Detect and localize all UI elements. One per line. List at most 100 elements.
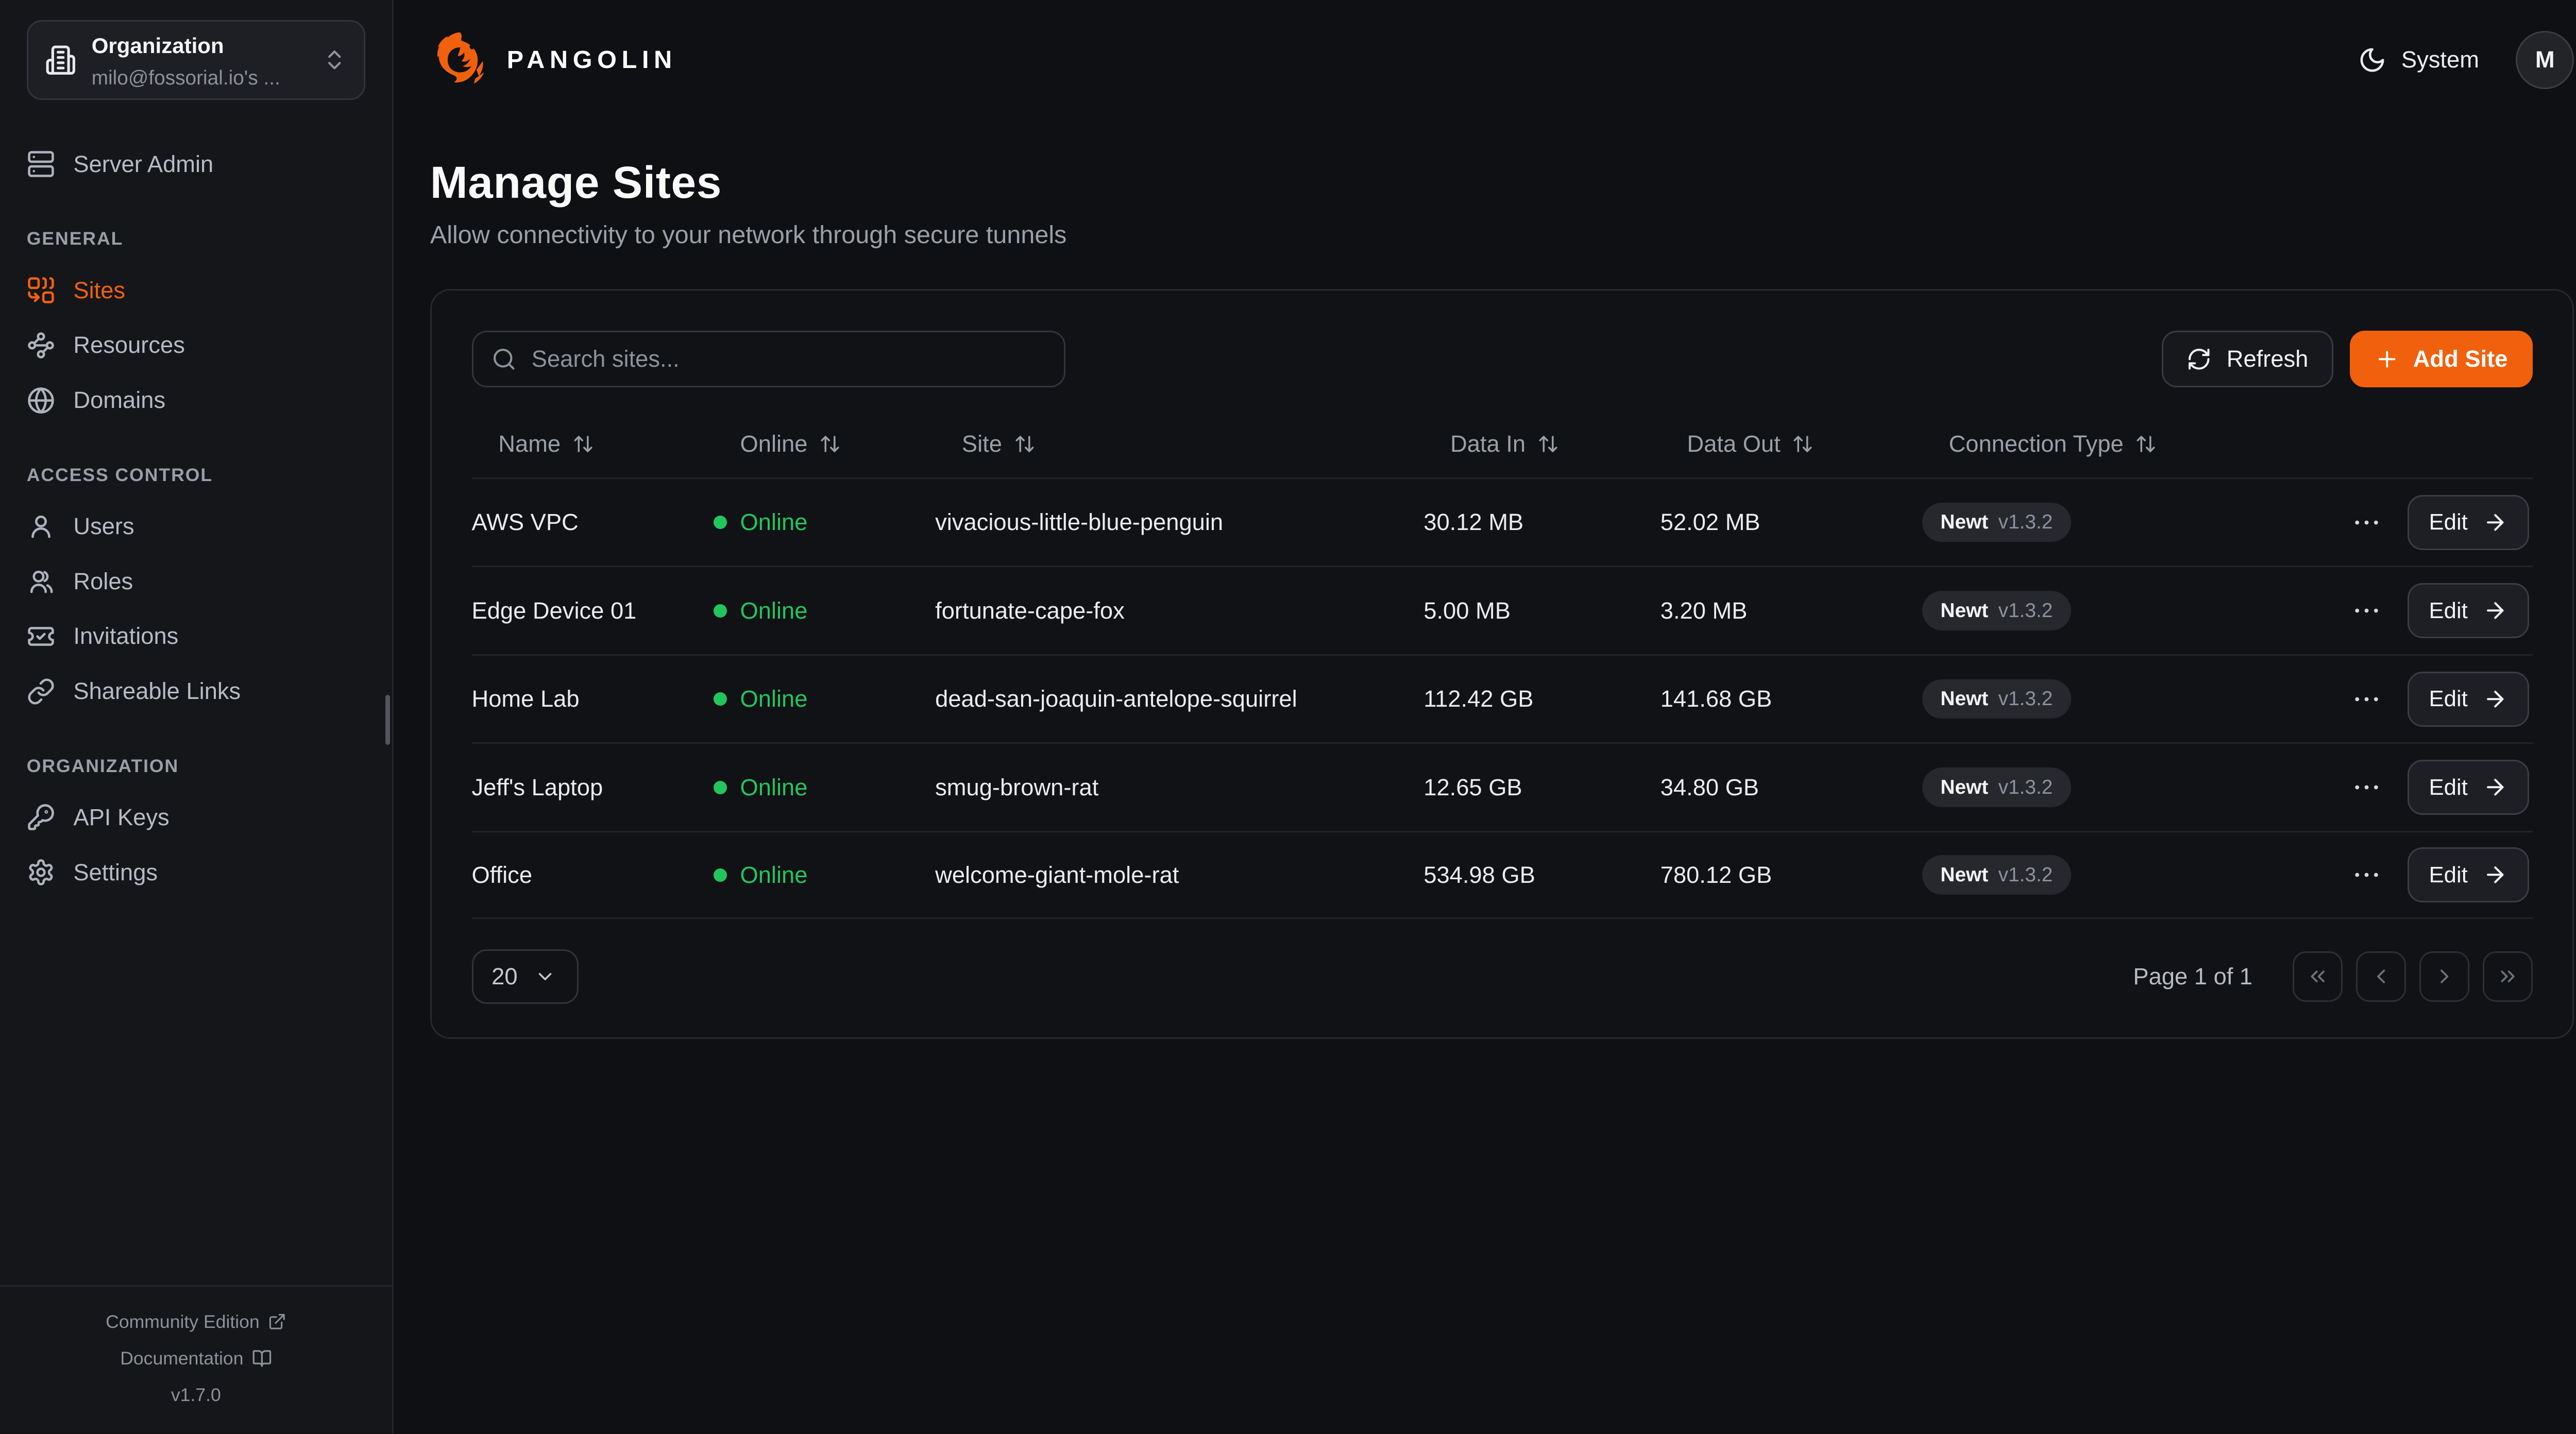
theme-toggle[interactable]: System (2358, 46, 2479, 74)
row-menu-button[interactable] (2349, 770, 2384, 805)
edit-label: Edit (2429, 862, 2468, 887)
data-out-cell: 141.68 GB (1660, 686, 1772, 712)
first-page-button[interactable] (2292, 951, 2343, 1002)
connection-type-version: v1.3.2 (1998, 599, 2053, 622)
sidebar-item-server-admin[interactable]: Server Admin (27, 136, 365, 192)
site-name-cell: Jeff's Laptop (471, 774, 603, 800)
sidebar-item-resources[interactable]: Resources (27, 318, 365, 373)
arrow-right-icon (2483, 775, 2508, 800)
connection-type-badge: Newt v1.3.2 (1922, 767, 2071, 807)
sort-icon (1792, 433, 1814, 455)
sidebar-item-label: API Keys (73, 804, 170, 830)
sidebar-item-shareable-links[interactable]: Shareable Links (27, 664, 365, 719)
link-icon (27, 677, 55, 706)
sidebar-item-api-keys[interactable]: API Keys (27, 790, 365, 845)
page-head: Manage Sites Allow connectivity to your … (430, 157, 2574, 249)
next-page-button[interactable] (2419, 951, 2469, 1002)
theme-label: System (2401, 46, 2479, 73)
column-header-online[interactable]: Online (714, 431, 935, 457)
column-header-data-in[interactable]: Data In (1423, 431, 1660, 457)
site-slug-cell: smug-brown-rat (935, 774, 1099, 800)
pager-right: Page 1 of 1 (2133, 951, 2533, 1002)
sidebar-item-roles[interactable]: Roles (27, 554, 365, 609)
sidebar-item-settings[interactable]: Settings (27, 845, 365, 900)
search-input[interactable] (531, 346, 1045, 373)
community-edition-link[interactable]: Community Edition (13, 1304, 379, 1340)
column-header-data-out[interactable]: Data Out (1660, 431, 1922, 457)
table-row: Edge Device 01 Online fortunate-cape-fox… (471, 566, 2533, 654)
plus-icon (2375, 347, 2400, 372)
site-slug-cell: vivacious-little-blue-penguin (935, 509, 1224, 536)
site-slug-cell: welcome-giant-mole-rat (935, 861, 1179, 888)
avatar[interactable]: M (2516, 30, 2574, 90)
site-status-cell: Online (713, 862, 935, 889)
toolbar-actions: Refresh Add Site (2161, 331, 2533, 388)
last-page-button[interactable] (2482, 951, 2533, 1002)
building-icon (45, 44, 76, 76)
page-size-select[interactable]: 20 (471, 949, 579, 1004)
org-label: Organization (91, 33, 224, 58)
sidebar-item-label: Users (73, 513, 134, 539)
card-toolbar: Refresh Add Site (471, 331, 2533, 388)
site-name-cell: AWS VPC (471, 509, 579, 536)
row-menu-button[interactable] (2349, 505, 2384, 540)
connection-type-version: v1.3.2 (1998, 863, 2053, 886)
sidebar-item-label: Roles (73, 568, 133, 594)
connection-type-name: Newt (1940, 776, 1989, 798)
sidebar-item-label: Settings (73, 859, 158, 885)
user-icon (27, 512, 55, 540)
combine-icon (27, 276, 55, 304)
online-dot-icon (713, 516, 727, 530)
sidebar-item-domains[interactable]: Domains (27, 373, 365, 428)
connection-type-badge: Newt v1.3.2 (1922, 679, 2071, 719)
page-title: Manage Sites (430, 157, 722, 208)
sort-icon (819, 433, 841, 455)
site-name-cell: Edge Device 01 (471, 597, 637, 624)
data-in-cell: 534.98 GB (1423, 861, 1535, 888)
chevron-down-icon (534, 966, 556, 987)
edit-button[interactable]: Edit (2407, 671, 2530, 727)
data-in-cell: 30.12 MB (1423, 509, 1524, 536)
main-content: PANGOLIN System M Manage Sites Allow con… (394, 0, 2576, 1433)
sidebar-item-invitations[interactable]: Invitations (27, 609, 365, 664)
sidebar-item-label: Sites (73, 277, 126, 303)
arrow-right-icon (2483, 862, 2508, 887)
sidebar-scrollbar-thumb[interactable] (385, 695, 391, 745)
edit-button[interactable]: Edit (2407, 760, 2530, 815)
sidebar-item-users[interactable]: Users (27, 499, 365, 554)
column-header-connection-type[interactable]: Connection Type (1922, 431, 2342, 457)
pager-buttons (2292, 951, 2533, 1002)
connection-type-name: Newt (1940, 511, 1989, 534)
search-box[interactable] (471, 331, 1065, 388)
chevrons-up-down-icon (322, 47, 347, 73)
connection-type-cell: Newt v1.3.2 (1922, 767, 2342, 807)
refresh-button[interactable]: Refresh (2161, 331, 2333, 388)
edit-button[interactable]: Edit (2407, 494, 2530, 550)
ellipsis-icon (2352, 685, 2381, 713)
edit-button[interactable]: Edit (2407, 583, 2530, 639)
add-site-button[interactable]: Add Site (2350, 331, 2533, 388)
prev-page-button[interactable] (2355, 951, 2406, 1002)
edit-label: Edit (2429, 686, 2468, 712)
connection-type-name: Newt (1940, 599, 1989, 622)
connection-type-cell: Newt v1.3.2 (1922, 502, 2342, 542)
online-dot-icon (713, 692, 727, 706)
org-value: milo@fossorial.io's ... (91, 67, 280, 90)
sidebar-item-sites[interactable]: Sites (27, 263, 365, 318)
connection-type-version: v1.3.2 (1998, 511, 2053, 534)
documentation-link[interactable]: Documentation (13, 1340, 379, 1377)
server-icon (27, 150, 55, 178)
column-header-site[interactable]: Site (935, 431, 1423, 457)
row-menu-button[interactable] (2349, 681, 2384, 716)
column-header-name[interactable]: Name (472, 431, 714, 457)
arrow-right-icon (2483, 510, 2508, 535)
row-menu-button[interactable] (2349, 593, 2384, 628)
edit-button[interactable]: Edit (2407, 847, 2530, 903)
community-edition-label: Community Edition (106, 1311, 260, 1332)
org-switcher[interactable]: Organization milo@fossorial.io's ... (26, 20, 365, 100)
data-in-cell: 5.00 MB (1423, 597, 1511, 624)
ellipsis-icon (2352, 508, 2381, 537)
row-menu-button[interactable] (2349, 858, 2384, 893)
site-name-cell: Home Lab (471, 686, 580, 712)
topbar-right: System M (2358, 30, 2574, 90)
